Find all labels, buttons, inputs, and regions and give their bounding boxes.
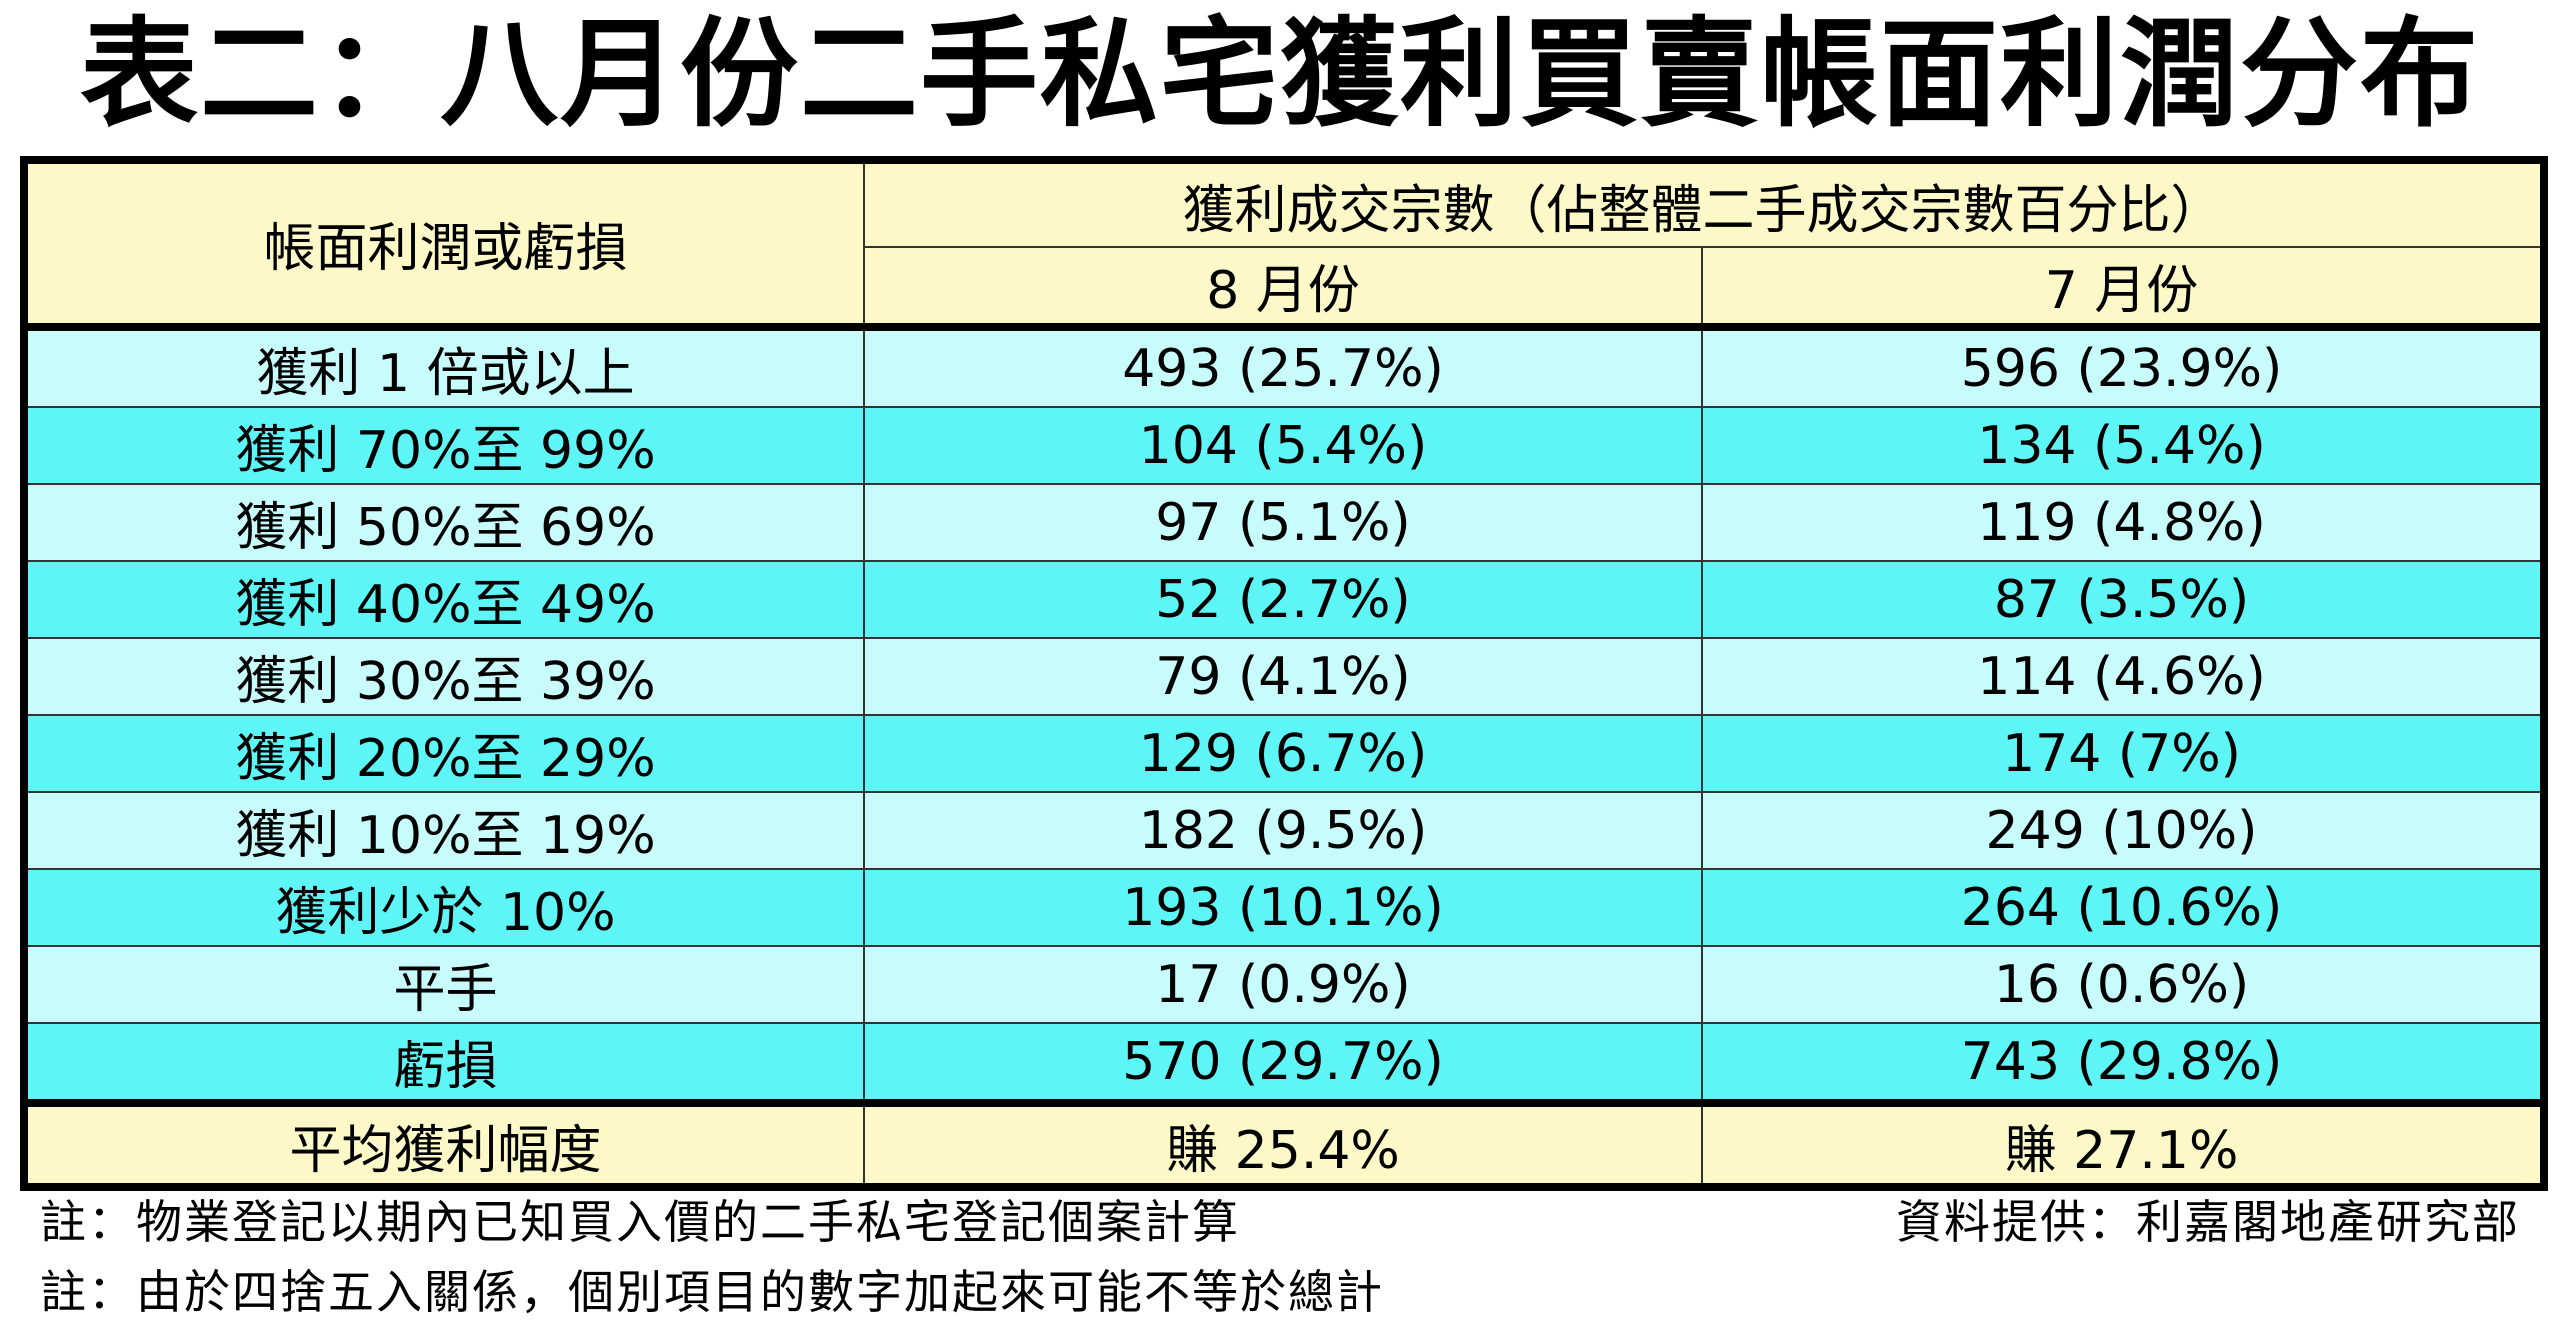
row-label: 獲利 70%至 99% xyxy=(23,406,865,485)
row-label: 獲利 50%至 69% xyxy=(23,483,865,562)
row-label: 獲利少於 10% xyxy=(23,868,865,947)
cell: 16 (0.6%) xyxy=(1700,945,2546,1024)
group-header: 獲利成交宗數（佔整體二手成交宗數百分比） xyxy=(862,159,2546,248)
cell: 743 (29.8%) xyxy=(1700,1022,2546,1104)
cell: 596 (23.9%) xyxy=(1700,323,2546,408)
row-label: 獲利 1 倍或以上 xyxy=(23,323,865,408)
cell: 104 (5.4%) xyxy=(863,406,1703,485)
cell: 193 (10.1%) xyxy=(863,868,1703,947)
cell: 52 (2.7%) xyxy=(863,560,1703,639)
cell: 87 (3.5%) xyxy=(1700,560,2546,639)
data-row: 平手 17 (0.9%) 16 (0.6%) xyxy=(23,945,2546,1024)
data-row: 獲利 50%至 69% 97 (5.1%) 119 (4.8%) xyxy=(23,483,2546,562)
cell: 119 (4.8%) xyxy=(1700,483,2546,562)
row-label: 獲利 30%至 39% xyxy=(23,637,865,716)
cell: 129 (6.7%) xyxy=(863,714,1703,793)
data-row: 獲利 30%至 39% 79 (4.1%) 114 (4.6%) xyxy=(23,637,2546,716)
cell: 249 (10%) xyxy=(1700,791,2546,870)
cell: 264 (10.6%) xyxy=(1700,868,2546,947)
title: 表二：八月份二手私宅獲利買賣帳面利潤分布 xyxy=(79,5,2480,143)
header-row: 8 月份 7 月份 xyxy=(24,246,2546,328)
cell: 570 (29.7%) xyxy=(863,1022,1703,1104)
cell: 493 (25.7%) xyxy=(863,323,1703,408)
cell: 134 (5.4%) xyxy=(1700,406,2546,485)
note: 註：由於四捨五入關係，個別項目的數字加起來可能不等於總計 xyxy=(40,1265,1384,1319)
data-row: 獲利 10%至 19% 182 (9.5%) 249 (10%) xyxy=(23,791,2546,870)
data-row: 獲利少於 10% 193 (10.1%) 264 (10.6%) xyxy=(23,868,2546,947)
header-row: 帳面利潤或虧損 獲利成交宗數（佔整體二手成交宗數百分比） xyxy=(23,159,2546,328)
source: 資料提供：利嘉閣地產研究部 xyxy=(1896,1195,2520,1249)
cell: 賺 25.4% xyxy=(863,1099,1703,1188)
footer-row: 平均獲利幅度賺 25.4% 賺 27.1% xyxy=(23,1099,2546,1188)
cell: 賺 27.1% xyxy=(1700,1099,2546,1188)
data-row: 獲利 1 倍或以上 493 (25.7%) 596 (23.9%) xyxy=(23,323,2546,408)
cell: 182 (9.5%) xyxy=(863,791,1703,870)
cell: 97 (5.1%) xyxy=(863,483,1703,562)
profit-table: 帳面利潤或虧損 獲利成交宗數（佔整體二手成交宗數百分比） 8 月份 7 月份 獲… xyxy=(20,156,2549,1191)
note: 註：物業登記以期內已知買入價的二手私宅登記個案計算 xyxy=(40,1195,1240,1249)
row-label: 獲利 20%至 29% xyxy=(23,714,865,793)
row-label: 平均獲利幅度 xyxy=(23,1099,865,1188)
row-label: 獲利 40%至 49% xyxy=(23,560,865,639)
column-header: 7 月份 xyxy=(1700,246,2546,328)
cell: 79 (4.1%) xyxy=(863,637,1703,716)
cell: 174 (7%) xyxy=(1700,714,2546,793)
row-label: 平手 xyxy=(23,945,865,1024)
row-label: 獲利 10%至 19% xyxy=(23,791,865,870)
data-row: 獲利 40%至 49% 52 (2.7%) 87 (3.5%) xyxy=(23,560,2546,639)
row-label: 虧損 xyxy=(23,1022,865,1104)
table-body: 帳面利潤或虧損 獲利成交宗數（佔整體二手成交宗數百分比） 8 月份 7 月份 獲… xyxy=(23,159,2546,1188)
row-label-header: 帳面利潤或虧損 xyxy=(23,159,865,328)
cell: 114 (4.6%) xyxy=(1700,637,2546,716)
cell: 17 (0.9%) xyxy=(863,945,1703,1024)
data-row: 虧損 570 (29.7%) 743 (29.8%) xyxy=(23,1022,2546,1104)
column-header: 8 月份 xyxy=(863,246,1703,328)
data-row: 獲利 20%至 29% 129 (6.7%) 174 (7%) xyxy=(23,714,2546,793)
data-row: 獲利 70%至 99% 104 (5.4%) 134 (5.4%) xyxy=(23,406,2546,485)
